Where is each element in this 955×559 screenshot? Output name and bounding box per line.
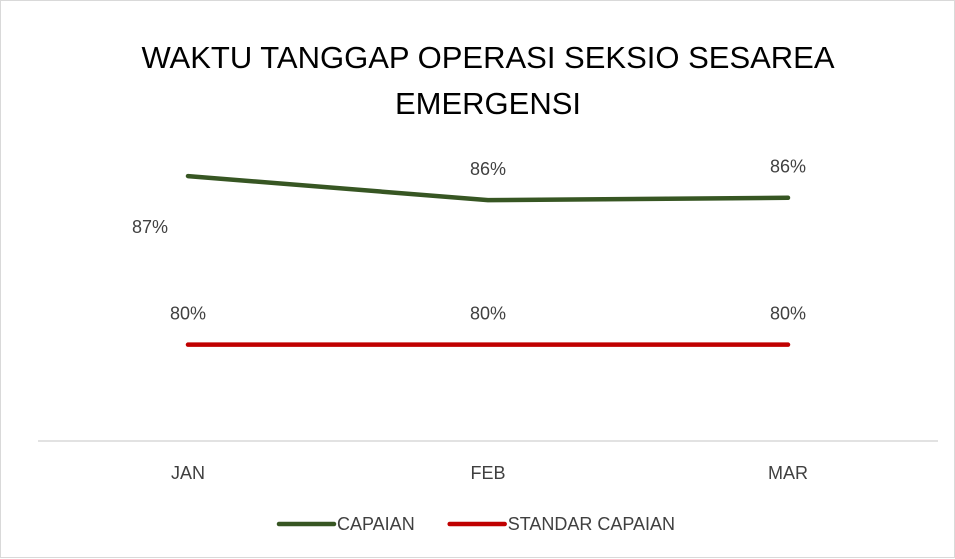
data-label: 80% (770, 303, 806, 323)
legend-label: CAPAIAN (337, 514, 415, 534)
data-label: 86% (470, 159, 506, 179)
data-label: 80% (170, 303, 206, 323)
data-label: 86% (770, 157, 806, 177)
legend-label: STANDAR CAPAIAN (508, 514, 675, 534)
chart-title: WAKTU TANGGAP OPERASI SEKSIO SESAREA EME… (141, 40, 835, 121)
x-tick-label: FEB (470, 463, 505, 483)
data-label: 87% (132, 217, 168, 237)
x-tick-label: JAN (171, 463, 205, 483)
x-tick-label: MAR (768, 463, 808, 483)
line-series (185, 173, 791, 203)
data-label: 80% (470, 303, 506, 323)
